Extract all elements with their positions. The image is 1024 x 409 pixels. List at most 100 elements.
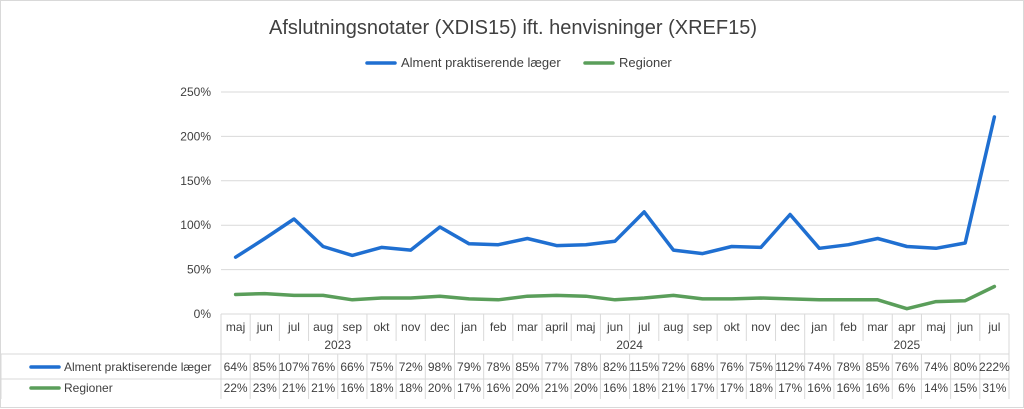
x-tick-label: maj [926,320,945,334]
x-tick-label: sep [693,320,713,334]
data-label: 79% [457,360,481,374]
data-label: 17% [691,381,715,395]
data-label: 6% [898,381,916,395]
y-axis-ticks: 0% 50% 100% 150% 200% 250% [180,85,211,321]
year-label: 2024 [616,338,643,352]
x-tick-label: jan [460,320,477,334]
data-label: 15% [953,381,977,395]
x-tick-label: nov [751,320,770,334]
data-label: 78% [836,360,860,374]
data-label: 16% [340,381,364,395]
x-tick-label: mar [517,320,538,334]
data-label: 107% [279,360,310,374]
data-label: 76% [895,360,919,374]
y-tick-label: 100% [180,218,211,232]
legend-label: Regioner [619,55,672,70]
y-tick-label: 0% [194,307,212,321]
data-label: 222% [979,360,1010,374]
x-tick-label: dec [780,320,799,334]
y-tick-label: 150% [180,174,211,188]
y-tick-label: 200% [180,129,211,143]
data-label: 20% [428,381,452,395]
data-label: 20% [574,381,598,395]
x-tick-label: okt [374,320,391,334]
year-label: 2023 [324,338,351,352]
x-tick-label: jun [256,320,273,334]
data-label: 14% [924,381,948,395]
data-label: 78% [574,360,598,374]
data-label: 115% [629,360,659,374]
data-label: 31% [982,381,1006,395]
data-label: 21% [311,381,335,395]
series-line [233,115,997,259]
chart-title: Afslutningsnotater (XDIS15) ift. henvisn… [269,17,757,39]
x-tick-label: jul [287,320,300,334]
data-label: 18% [749,381,773,395]
x-tick-label: maj [576,320,595,334]
data-label: 16% [603,381,627,395]
data-table: maj jun jul aug sep okt nov dec jan feb mar april ma… [1,314,1010,399]
x-tick-label: jan [810,320,827,334]
table-series-name: Regioner [64,381,113,395]
data-label: 85% [253,360,277,374]
series-lines [233,115,997,311]
x-tick-label: nov [401,320,420,334]
data-label: 20% [515,381,539,395]
data-label: 23% [253,381,277,395]
data-label: 78% [486,360,510,374]
data-label: 66% [340,360,364,374]
data-label: 85% [515,360,539,374]
data-label: 18% [399,381,423,395]
data-label: 17% [778,381,802,395]
gridlines [221,91,1009,315]
data-label: 77% [545,360,569,374]
data-label: 18% [370,381,394,395]
data-label: 16% [807,381,831,395]
data-label: 16% [836,381,860,395]
data-label: 64% [224,360,248,374]
data-label: 76% [720,360,744,374]
data-label: 16% [486,381,510,395]
data-label: 21% [661,381,685,395]
data-label: 72% [661,360,685,374]
data-label: 74% [924,360,948,374]
data-label: 76% [311,360,335,374]
y-tick-label: 50% [187,263,211,277]
x-tick-label: apr [898,320,915,334]
x-tick-label: dec [430,320,449,334]
y-tick-label: 250% [180,85,211,99]
data-label: 82% [603,360,627,374]
data-label: 75% [370,360,394,374]
data-label: 85% [866,360,890,374]
x-tick-label: feb [840,320,857,334]
x-tick-label: okt [724,320,741,334]
data-label: 18% [632,381,656,395]
x-tick-label: jun [956,320,973,334]
data-label: 68% [691,360,715,374]
x-tick-label: jun [606,320,623,334]
data-label: 80% [953,360,977,374]
data-label: 22% [224,381,248,395]
x-tick-label: april [545,320,568,334]
data-label: 112% [775,360,805,374]
data-label: 72% [399,360,423,374]
data-label: 74% [807,360,831,374]
data-label: 17% [457,381,481,395]
data-label: 21% [282,381,306,395]
series-line [233,284,997,311]
x-tick-label: jul [637,320,650,334]
data-label: 75% [749,360,773,374]
x-tick-label: jul [987,320,1000,334]
x-tick-label: aug [313,320,333,334]
legend: Alment praktiserende læger Regioner [365,55,672,70]
data-label: 16% [866,381,890,395]
x-tick-label: aug [663,320,683,334]
x-tick-label: feb [490,320,507,334]
table-series-name: Alment praktiserende læger [64,360,211,374]
x-tick-label: mar [867,320,888,334]
year-label: 2025 [894,338,921,352]
data-label: 21% [545,381,569,395]
legend-label: Alment praktiserende læger [401,55,561,70]
